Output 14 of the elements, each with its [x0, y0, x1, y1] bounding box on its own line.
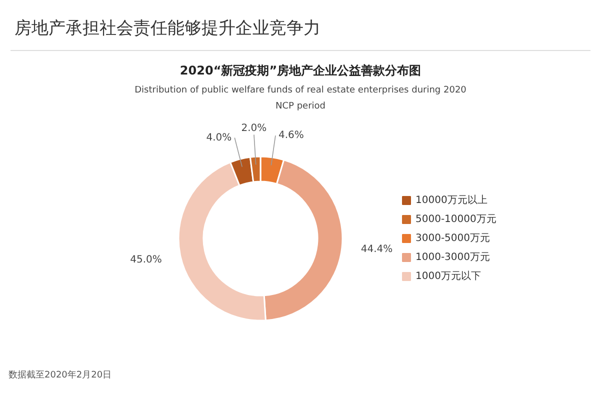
data-label: 45.0% [130, 254, 162, 266]
legend-label: 5000-10000万元 [416, 214, 496, 225]
text: 数据截至2020年2月20日 [8, 370, 112, 380]
chart-subtitle: 2020“新冠疫期”房地产企业公益善款分布图 [180, 64, 422, 78]
data-label: 2.0% [241, 123, 267, 134]
data-label: 44.4% [360, 244, 393, 256]
legend-label: 1000-3000万元 [416, 252, 490, 263]
data-label: 4.6% [278, 130, 304, 142]
data-label: 4.0% [206, 132, 232, 144]
legend-label: 3000-5000万元 [416, 233, 490, 244]
chart-title: 房地产承担社会责任能够提升企业竞争力 [14, 18, 320, 38]
legend-label: 10000万元以上 [416, 194, 488, 206]
legend-label: 1000万元以下 [416, 270, 481, 282]
text: Distribution of public welfare funds of real estate enterprises during 2020 NCP period [134, 86, 467, 112]
